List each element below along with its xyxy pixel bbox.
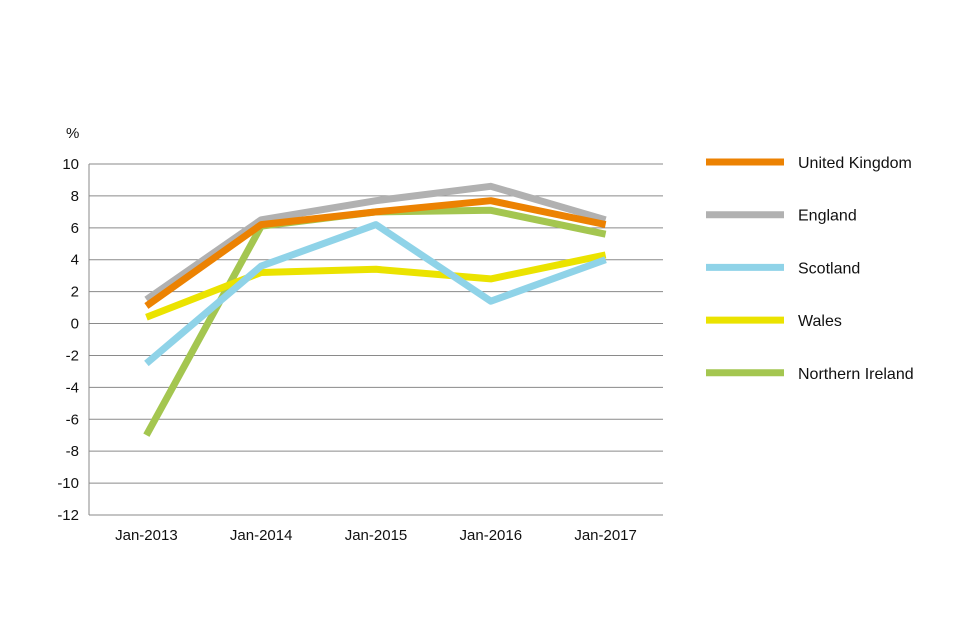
x-tick-label: Jan-2017 (574, 527, 637, 544)
legend-label-england: England (798, 208, 857, 225)
series-line-northern-ireland (143, 206, 607, 437)
legend-label-scotland: Scotland (798, 260, 860, 277)
x-tick-label: Jan-2013 (115, 527, 178, 544)
series-lines (143, 182, 607, 437)
gridlines (89, 163, 663, 516)
y-tick-label: 10 (62, 156, 79, 173)
y-tick-label: 8 (71, 188, 79, 205)
y-tick-label: 4 (71, 252, 79, 269)
y-tick-label: -8 (66, 443, 79, 460)
y-tick-label: 2 (71, 284, 79, 301)
y-tick-labels: 10 8 6 4 2 0 -2 -4 -6 -8 -10 -12 (57, 156, 79, 524)
y-tick-label: -2 (66, 347, 79, 364)
y-tick-label: -10 (57, 475, 79, 492)
legend-label-united-kingdom: United Kingdom (798, 155, 912, 172)
y-tick-label: -4 (66, 379, 79, 396)
series-line-scotland (144, 221, 607, 367)
legend-label-wales: Wales (798, 313, 842, 330)
y-tick-label: -6 (66, 411, 79, 428)
series-line-united-kingdom (144, 197, 607, 309)
x-tick-labels: Jan-2013 Jan-2014 Jan-2015 Jan-2016 Jan-2017 (115, 527, 637, 544)
x-tick-label: Jan-2016 (460, 527, 523, 544)
x-tick-label: Jan-2014 (230, 527, 293, 544)
y-unit-label: % (66, 125, 79, 142)
y-tick-label: 0 (71, 316, 79, 333)
y-tick-label: 6 (71, 220, 79, 237)
legend: United Kingdom England Scotland Wales Northe… (706, 155, 914, 383)
series-line-england (144, 182, 607, 303)
y-tick-label: -12 (57, 507, 79, 524)
legend-label-northern-ireland: Northern Ireland (798, 366, 914, 383)
series-line-wales (145, 251, 607, 321)
x-tick-label: Jan-2015 (345, 527, 408, 544)
